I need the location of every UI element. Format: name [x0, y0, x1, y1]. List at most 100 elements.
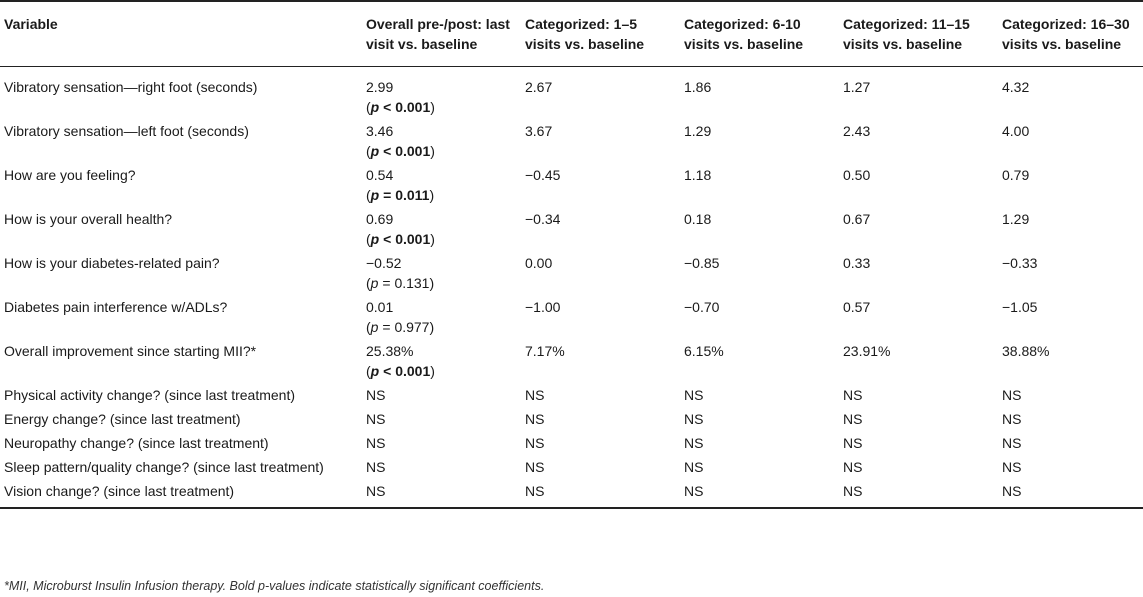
overall-value: NS: [366, 459, 386, 475]
p-operator: <: [379, 363, 396, 379]
p-close-paren: ): [429, 319, 435, 335]
cell-11-15-visits: 0.67: [843, 211, 871, 227]
cell-variable: How is your diabetes-related pain?: [4, 255, 220, 271]
overall-value: NS: [366, 411, 386, 427]
cell-variable: Physical activity change? (since last tr…: [4, 387, 296, 403]
cell-overall: NS: [362, 429, 521, 453]
cell-6-10-visits: 1.29: [684, 123, 712, 139]
cell-1-5-visits: −1.00: [525, 299, 561, 315]
cell-16-30-visits: NS: [1002, 435, 1022, 451]
p-value: (p = 0.011): [366, 185, 515, 205]
header-overall: Overall pre-/post: last visit vs. baseli…: [366, 16, 510, 52]
cell-1-5-visits: 2.67: [525, 79, 553, 95]
cell-overall: NS: [362, 381, 521, 405]
cell-1-5-visits: −0.45: [525, 167, 561, 183]
results-table: Variable Overall pre-/post: last visit v…: [0, 1, 1143, 508]
header-variable: Variable: [4, 16, 58, 32]
p-open-paren: (: [366, 99, 371, 115]
table-row: Vibratory sensation—left foot (seconds) 3…: [0, 117, 1143, 161]
p-close-paren: ): [429, 187, 435, 203]
p-close-paren: ): [430, 363, 435, 379]
cell-overall: 2.99 (p < 0.001): [362, 67, 521, 118]
table-row: How are you feeling? 0.54 (p = 0.011) −0.45…: [0, 161, 1143, 205]
cell-overall: NS: [362, 405, 521, 429]
cell-16-30-visits: NS: [1002, 483, 1022, 499]
cell-1-5-visits: NS: [525, 459, 545, 475]
p-value: (p < 0.001): [366, 97, 515, 117]
overall-value: 0.69: [366, 211, 394, 227]
overall-value: 2.99: [366, 79, 394, 95]
p-number: 0.001: [395, 363, 431, 379]
cell-16-30-visits: 38.88%: [1002, 343, 1050, 359]
header-1-5-visits: Categorized: 1–5 visits vs. baseline: [525, 16, 645, 52]
p-open-paren: (: [366, 319, 371, 335]
table-row: Diabetes pain interference w/ADLs? 0.01 (p…: [0, 293, 1143, 337]
table-footnote: *MII, Microburst Insulin Infusion therap…: [4, 579, 545, 593]
cell-6-10-visits: NS: [684, 483, 704, 499]
cell-variable: Overall improvement since starting MII?*: [4, 343, 257, 359]
cell-variable: Sleep pattern/quality change? (since las…: [4, 459, 324, 475]
p-operator: <: [379, 143, 396, 159]
cell-overall: 0.69 (p < 0.001): [362, 205, 521, 249]
header-16-30-visits: Categorized: 16–30 visits vs. baseline: [1002, 16, 1130, 52]
table-header: Variable Overall pre-/post: last visit v…: [0, 1, 1143, 67]
table-row: Neuropathy change? (since last treatment…: [0, 429, 1143, 453]
p-value: (p < 0.001): [366, 229, 515, 249]
p-expression: p = 0.131: [371, 275, 430, 291]
cell-11-15-visits: NS: [843, 459, 863, 475]
p-value: (p < 0.001): [366, 361, 515, 381]
table-row: Vision change? (since last treatment) NS N…: [0, 477, 1143, 508]
cell-variable: Vibratory sensation—right foot (seconds): [4, 79, 258, 95]
table-row: Overall improvement since starting MII?*…: [0, 337, 1143, 381]
cell-6-10-visits: NS: [684, 459, 704, 475]
cell-overall: 0.01 (p = 0.977): [362, 293, 521, 337]
p-symbol: p: [370, 143, 380, 159]
p-expression: p < 0.001: [371, 363, 431, 379]
cell-11-15-visits: NS: [843, 387, 863, 403]
cell-overall: NS: [362, 477, 521, 508]
cell-1-5-visits: NS: [525, 411, 545, 427]
p-number: 0.977: [394, 319, 430, 335]
cell-16-30-visits: NS: [1002, 387, 1022, 403]
p-close-paren: ): [430, 143, 435, 159]
cell-1-5-visits: NS: [525, 483, 545, 499]
cell-16-30-visits: 4.32: [1002, 79, 1030, 95]
table-row: Sleep pattern/quality change? (since las…: [0, 453, 1143, 477]
table-body: Vibratory sensation—right foot (seconds)…: [0, 67, 1143, 508]
cell-1-5-visits: 3.67: [525, 123, 553, 139]
cell-1-5-visits: −0.34: [525, 211, 561, 227]
p-symbol: p: [370, 275, 379, 291]
cell-1-5-visits: NS: [525, 387, 545, 403]
table-row: Energy change? (since last treatment) NS N…: [0, 405, 1143, 429]
p-open-paren: (: [366, 231, 371, 247]
cell-overall: 25.38% (p < 0.001): [362, 337, 521, 381]
overall-value: NS: [366, 483, 386, 499]
p-operator: <: [379, 231, 396, 247]
cell-1-5-visits: 0.00: [525, 255, 553, 271]
p-expression: p < 0.001: [371, 231, 431, 247]
cell-variable: Neuropathy change? (since last treatment…: [4, 435, 269, 451]
cell-6-10-visits: −0.85: [684, 255, 720, 271]
cell-16-30-visits: NS: [1002, 459, 1022, 475]
p-symbol: p: [370, 363, 380, 379]
p-operator: =: [378, 275, 395, 291]
p-value: (p < 0.001): [366, 141, 515, 161]
cell-11-15-visits: NS: [843, 435, 863, 451]
cell-overall: 0.54 (p = 0.011): [362, 161, 521, 205]
p-operator: <: [379, 99, 396, 115]
table-row: How is your diabetes-related pain? −0.52 (…: [0, 249, 1143, 293]
cell-11-15-visits: 0.33: [843, 255, 871, 271]
table-row: Vibratory sensation—right foot (seconds)…: [0, 67, 1143, 118]
cell-16-30-visits: −1.05: [1002, 299, 1038, 315]
cell-16-30-visits: −0.33: [1002, 255, 1038, 271]
cell-6-10-visits: NS: [684, 411, 704, 427]
cell-6-10-visits: NS: [684, 435, 704, 451]
p-symbol: p: [370, 319, 379, 335]
p-expression: p < 0.001: [371, 99, 431, 115]
cell-overall: NS: [362, 453, 521, 477]
cell-overall: 3.46 (p < 0.001): [362, 117, 521, 161]
cell-16-30-visits: NS: [1002, 411, 1022, 427]
cell-11-15-visits: NS: [843, 483, 863, 499]
cell-variable: Vibratory sensation—left foot (seconds): [4, 123, 249, 139]
